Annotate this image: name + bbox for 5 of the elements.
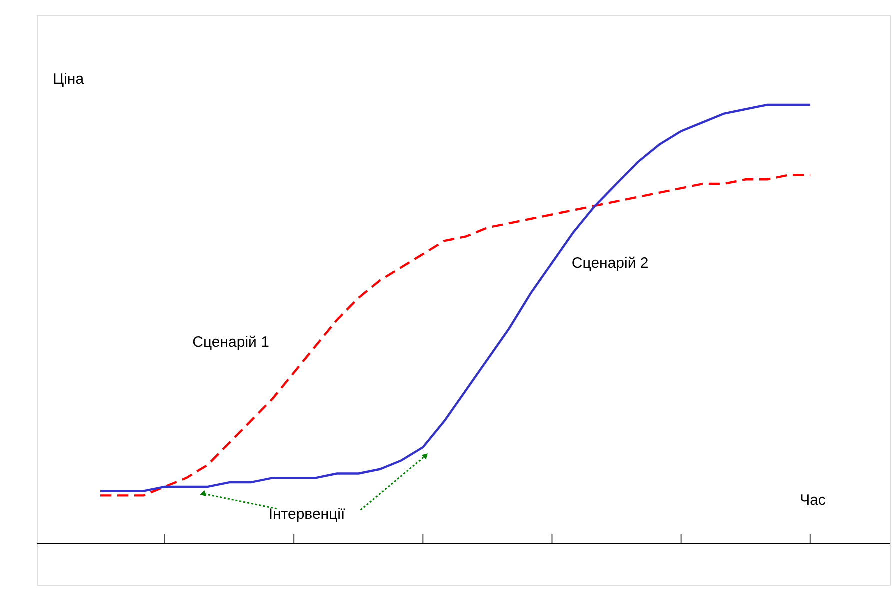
- annotation: Інтервенції: [268, 506, 346, 524]
- x-axis-title: Час: [800, 492, 826, 509]
- text: Сценарій 1: [192, 334, 270, 352]
- series-label: Сценарій 2: [572, 255, 649, 272]
- y-axis-title: Ціна: [53, 71, 85, 88]
